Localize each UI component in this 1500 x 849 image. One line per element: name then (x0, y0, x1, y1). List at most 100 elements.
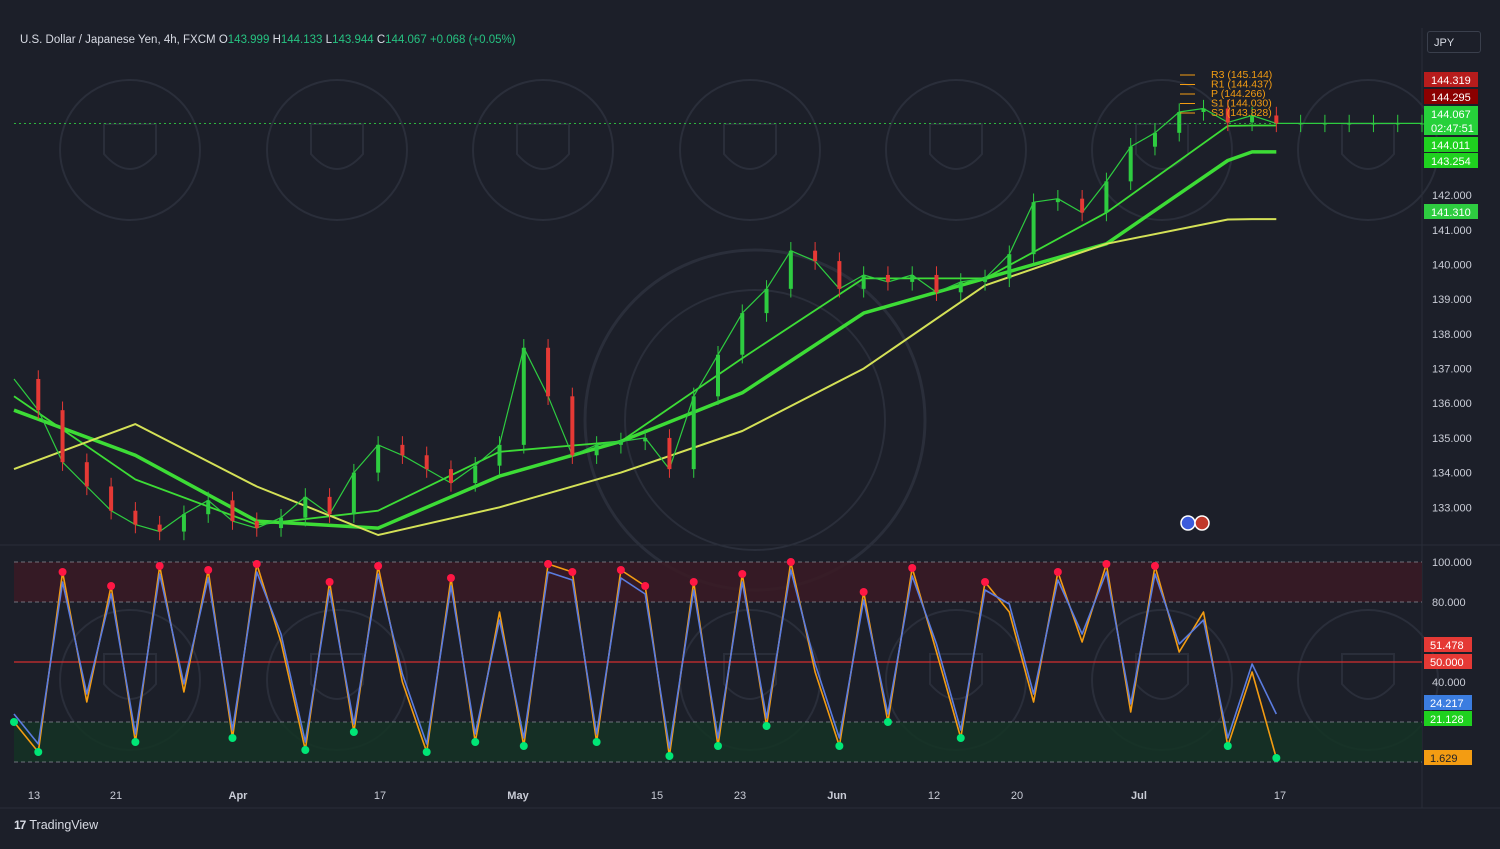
price-tag-label: 141.310 (1431, 207, 1471, 219)
price-tag (1424, 137, 1478, 152)
currency-selector[interactable]: JPY (1427, 31, 1481, 53)
overbought-marker (374, 562, 383, 570)
price-tick-label: 134.000 (1432, 468, 1472, 480)
candle-body (885, 274, 890, 282)
candle-body (546, 347, 551, 397)
watermark-seal-icon (885, 79, 1027, 221)
candle-body (570, 396, 575, 456)
price-panel[interactable]: R3 (145.144)R1 (144.437)P (144.266)S1 (1… (13, 69, 1424, 541)
overbought-marker (1102, 560, 1111, 568)
pivot-label: P (144.266) (1211, 88, 1266, 100)
overbought-marker (107, 582, 116, 590)
candle-body (473, 465, 478, 483)
overbought-marker (58, 568, 67, 576)
price-tag (1424, 72, 1478, 87)
candle-body (36, 378, 41, 411)
pivot-label: R3 (145.144) (1211, 69, 1272, 81)
candle-body (400, 444, 405, 456)
oversold-marker (714, 742, 722, 750)
candle-body (133, 510, 138, 525)
time-tick-label: Jul (1131, 790, 1147, 802)
series-d-line[interactable] (13, 569, 1278, 749)
candle-body (1031, 202, 1036, 255)
oversold-marker (228, 734, 237, 742)
price-tick-label: 133.000 (1432, 502, 1472, 514)
watermark-seal-icon (679, 79, 821, 221)
overbought-marker (1150, 562, 1159, 570)
overbought-marker (981, 578, 990, 586)
price-tick-label: 135.000 (1432, 433, 1472, 445)
watermark-shield-icon (1135, 653, 1189, 700)
candle-body (1225, 108, 1230, 123)
candle-body (1080, 198, 1085, 213)
price-axis[interactable]: 133.000 134.000 135.000 136.000 137.000 138.0… (1424, 72, 1478, 765)
watermark-shield-icon (929, 123, 983, 170)
pivot-label: R1 (144.437) (1211, 79, 1272, 91)
oscillator-tag-label: 21.128 (1430, 714, 1464, 726)
tradingview-logo-icon: 17 (14, 818, 26, 832)
price-tick-label: 140.000 (1432, 260, 1472, 272)
close-value: 144.067 (385, 34, 427, 46)
high-value: 144.133 (280, 34, 323, 46)
close-label: C (376, 34, 386, 46)
candle-body (643, 437, 648, 442)
oversold-marker (883, 718, 892, 726)
candle-body (60, 410, 65, 463)
oversold-marker (422, 748, 431, 756)
oscillator-panel[interactable] (10, 558, 1422, 763)
time-axis[interactable]: 13 21 Apr 17 May 15 23 Jun 12 20 Jul 17 (28, 790, 1286, 802)
overbought-marker (689, 578, 698, 586)
change-value: +0.068 (+0.05%) (429, 34, 516, 46)
overbought-marker (1053, 568, 1062, 576)
symbol-name: U.S. Dollar / Japanese Yen (20, 34, 158, 46)
open-value: 143.999 (227, 34, 270, 46)
symbol-interval: 4h (163, 34, 177, 46)
time-tick-label: 20 (1011, 790, 1023, 802)
candle-body (424, 455, 429, 470)
candle-body (157, 524, 162, 532)
time-tick-label: 23 (734, 790, 746, 802)
price-tag-label: 144.319 (1431, 75, 1471, 87)
watermark-shield-icon (1341, 123, 1395, 170)
price-tag (1424, 204, 1478, 219)
candle-body (1250, 115, 1255, 123)
price-tick-label: 141.000 (1432, 225, 1472, 237)
tradingview-brand[interactable]: 17 TradingView (14, 818, 98, 832)
candle-body (1420, 123, 1424, 125)
candle-body (740, 313, 745, 355)
oscillator-tick-label: 80.000 (1432, 597, 1466, 609)
overbought-marker (544, 560, 553, 568)
us-event-flag-icon[interactable] (1180, 515, 1196, 531)
candle-body (84, 462, 89, 487)
watermark-shield-icon (516, 123, 570, 170)
candle-body (1371, 123, 1376, 125)
watermark-large-seal-ring-icon (624, 289, 886, 551)
us-event-flag-icon[interactable] (1194, 515, 1210, 531)
time-tick-label: 21 (110, 790, 122, 802)
candle-body (910, 274, 915, 282)
candle-body (206, 500, 211, 515)
series-moving-average-long[interactable] (13, 218, 1277, 536)
candle-body (983, 278, 988, 282)
overbought-marker (325, 578, 334, 586)
oversold-marker (762, 722, 771, 730)
candle-body (691, 396, 696, 470)
watermark-shield-icon (929, 653, 983, 700)
oscillator-tag (1424, 750, 1472, 765)
symbol-exchange: FXCM (183, 34, 216, 46)
candle-body (279, 517, 284, 529)
candle-body (303, 496, 308, 518)
symbol-legend[interactable]: U.S. Dollar / Japanese Yen, 4h, FXCM O14… (20, 34, 516, 46)
candle-body (327, 496, 332, 515)
oversold-marker (1272, 754, 1281, 762)
oscillator-tick-label: 40.000 (1432, 677, 1466, 689)
overbought-marker (204, 566, 213, 574)
tradingview-brand-label: TradingView (29, 818, 99, 832)
overbought-marker (859, 588, 868, 596)
watermark-shield-icon (723, 123, 777, 170)
candle-body (934, 274, 939, 293)
low-label: L (325, 34, 333, 46)
oscillator-tag (1424, 654, 1472, 669)
